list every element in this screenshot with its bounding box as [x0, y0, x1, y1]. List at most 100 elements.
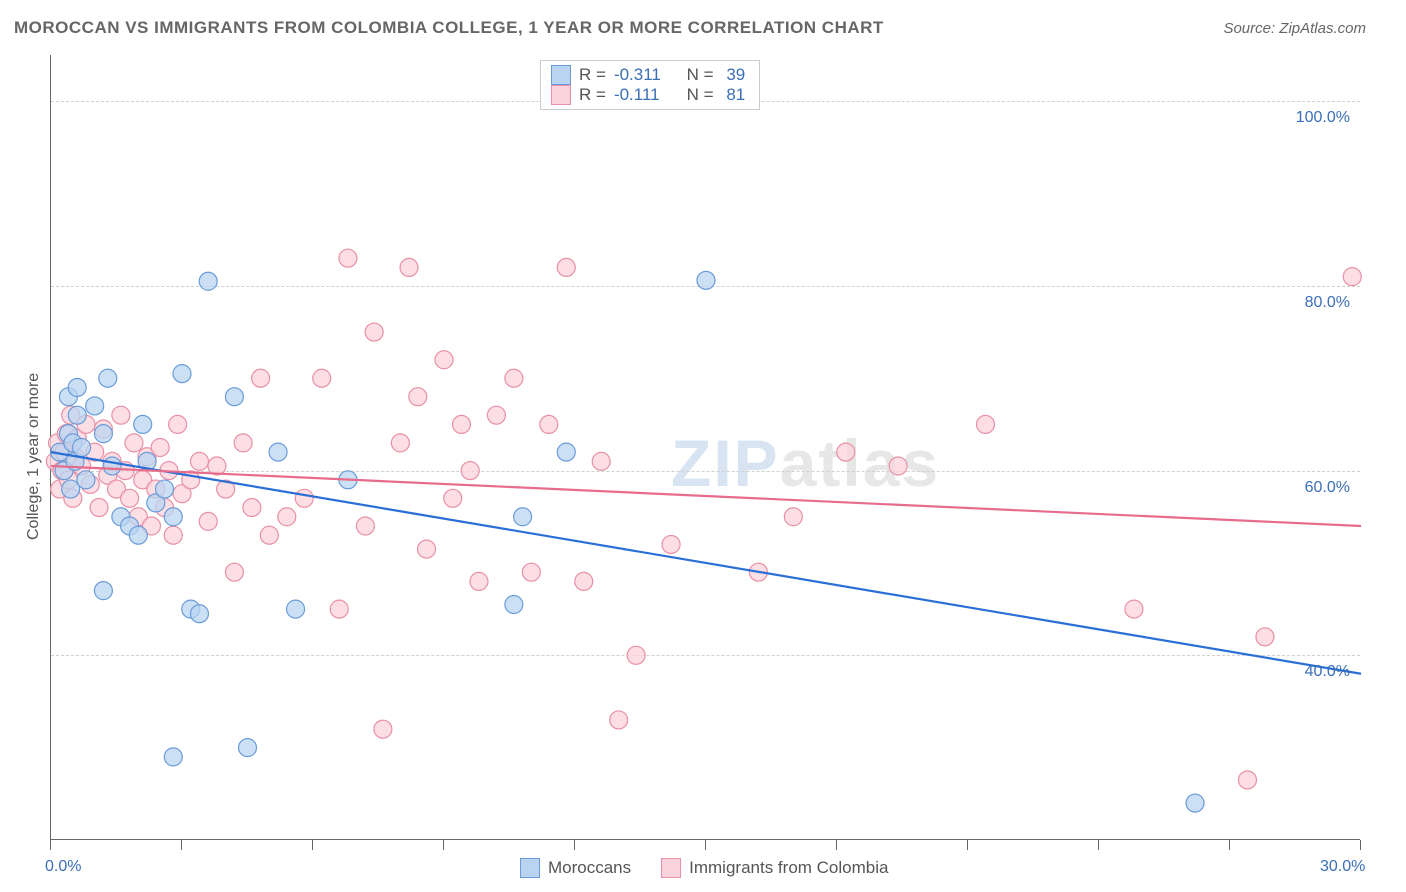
- scatter-point-moroccans: [164, 748, 182, 766]
- legend-r-value: -0.111: [614, 85, 674, 105]
- scatter-point-colombia: [190, 452, 208, 470]
- scatter-point-colombia: [313, 369, 331, 387]
- trend-line-colombia: [51, 466, 1361, 526]
- x-tick-mark: [967, 840, 968, 850]
- scatter-point-colombia: [522, 563, 540, 581]
- scatter-point-moroccans: [557, 443, 575, 461]
- scatter-point-colombia: [837, 443, 855, 461]
- scatter-point-colombia: [330, 600, 348, 618]
- legend-n-value: 39: [722, 65, 746, 85]
- legend-swatch-icon: [551, 65, 571, 85]
- trend-line-moroccans: [51, 452, 1361, 674]
- source-label: Source: ZipAtlas.com: [1223, 20, 1366, 37]
- x-tick-mark: [836, 840, 837, 850]
- scatter-point-colombia: [627, 646, 645, 664]
- x-tick-mark: [705, 840, 706, 850]
- scatter-point-colombia: [199, 512, 217, 530]
- scatter-svg: [51, 55, 1361, 840]
- scatter-point-moroccans: [99, 369, 117, 387]
- scatter-point-colombia: [470, 572, 488, 590]
- y-tick-label: 80.0%: [1305, 294, 1350, 312]
- legend-n-label: N =: [682, 65, 714, 85]
- scatter-point-moroccans: [77, 471, 95, 489]
- y-axis-label: College, 1 year or more: [25, 373, 43, 540]
- scatter-point-moroccans: [94, 425, 112, 443]
- y-tick-label: 60.0%: [1305, 479, 1350, 497]
- scatter-point-colombia: [164, 526, 182, 544]
- series-legend-item-moroccans: Moroccans: [520, 858, 631, 878]
- legend-row-colombia: R =-0.111 N = 81: [551, 85, 745, 105]
- series-legend: MoroccansImmigrants from Colombia: [520, 858, 888, 878]
- scatter-point-moroccans: [199, 272, 217, 290]
- scatter-point-moroccans: [190, 605, 208, 623]
- scatter-point-colombia: [557, 258, 575, 276]
- scatter-point-moroccans: [164, 508, 182, 526]
- scatter-point-colombia: [90, 499, 108, 517]
- scatter-point-colombia: [784, 508, 802, 526]
- scatter-point-colombia: [575, 572, 593, 590]
- plot-area: ZIPatlas 40.0%60.0%80.0%100.0%: [50, 55, 1360, 840]
- scatter-point-colombia: [356, 517, 374, 535]
- scatter-point-colombia: [243, 499, 261, 517]
- scatter-point-colombia: [278, 508, 296, 526]
- scatter-point-colombia: [889, 457, 907, 475]
- y-tick-label: 100.0%: [1296, 109, 1350, 127]
- scatter-point-colombia: [225, 563, 243, 581]
- scatter-point-colombia: [169, 415, 187, 433]
- legend-row-moroccans: R = -0.311 N = 39: [551, 65, 745, 85]
- scatter-point-colombia: [339, 249, 357, 267]
- scatter-point-colombia: [662, 535, 680, 553]
- scatter-point-colombia: [1238, 771, 1256, 789]
- scatter-point-colombia: [400, 258, 418, 276]
- scatter-point-moroccans: [86, 397, 104, 415]
- legend-swatch-icon: [520, 858, 540, 878]
- scatter-point-moroccans: [239, 739, 257, 757]
- scatter-point-colombia: [1256, 628, 1274, 646]
- x-tick-mark: [1229, 840, 1230, 850]
- series-legend-label: Moroccans: [548, 858, 631, 878]
- x-tick-mark: [1360, 840, 1361, 850]
- scatter-point-moroccans: [156, 480, 174, 498]
- scatter-point-colombia: [444, 489, 462, 507]
- scatter-point-moroccans: [173, 365, 191, 383]
- y-tick-label: 40.0%: [1305, 663, 1350, 681]
- legend-swatch-icon: [551, 85, 571, 105]
- scatter-point-colombia: [121, 489, 139, 507]
- scatter-point-colombia: [435, 351, 453, 369]
- x-tick-mark: [443, 840, 444, 850]
- x-tick-mark: [1098, 840, 1099, 850]
- x-tick-mark: [181, 840, 182, 850]
- x-tick-label-min: 0.0%: [45, 858, 81, 876]
- x-tick-mark: [50, 840, 51, 850]
- scatter-point-colombia: [365, 323, 383, 341]
- legend-r-value: -0.311: [614, 65, 674, 85]
- x-tick-mark: [574, 840, 575, 850]
- scatter-point-moroccans: [103, 457, 121, 475]
- scatter-point-colombia: [487, 406, 505, 424]
- scatter-point-colombia: [151, 439, 169, 457]
- legend-r-label: R =: [579, 85, 606, 105]
- scatter-point-moroccans: [514, 508, 532, 526]
- scatter-point-colombia: [234, 434, 252, 452]
- scatter-point-colombia: [112, 406, 130, 424]
- scatter-point-moroccans: [269, 443, 287, 461]
- scatter-point-moroccans: [134, 415, 152, 433]
- x-tick-label-max: 30.0%: [1320, 858, 1365, 876]
- scatter-point-colombia: [540, 415, 558, 433]
- chart-title: MOROCCAN VS IMMIGRANTS FROM COLOMBIA COL…: [14, 18, 884, 38]
- legend-swatch-icon: [661, 858, 681, 878]
- legend-n-label: N =: [682, 85, 714, 105]
- scatter-point-moroccans: [225, 388, 243, 406]
- scatter-point-moroccans: [505, 596, 523, 614]
- scatter-point-moroccans: [94, 582, 112, 600]
- scatter-point-colombia: [452, 415, 470, 433]
- scatter-point-colombia: [295, 489, 313, 507]
- scatter-point-colombia: [1125, 600, 1143, 618]
- scatter-point-moroccans: [1186, 794, 1204, 812]
- scatter-point-moroccans: [68, 378, 86, 396]
- scatter-point-colombia: [418, 540, 436, 558]
- scatter-point-colombia: [391, 434, 409, 452]
- scatter-point-colombia: [409, 388, 427, 406]
- legend-r-label: R =: [579, 65, 606, 85]
- scatter-point-colombia: [592, 452, 610, 470]
